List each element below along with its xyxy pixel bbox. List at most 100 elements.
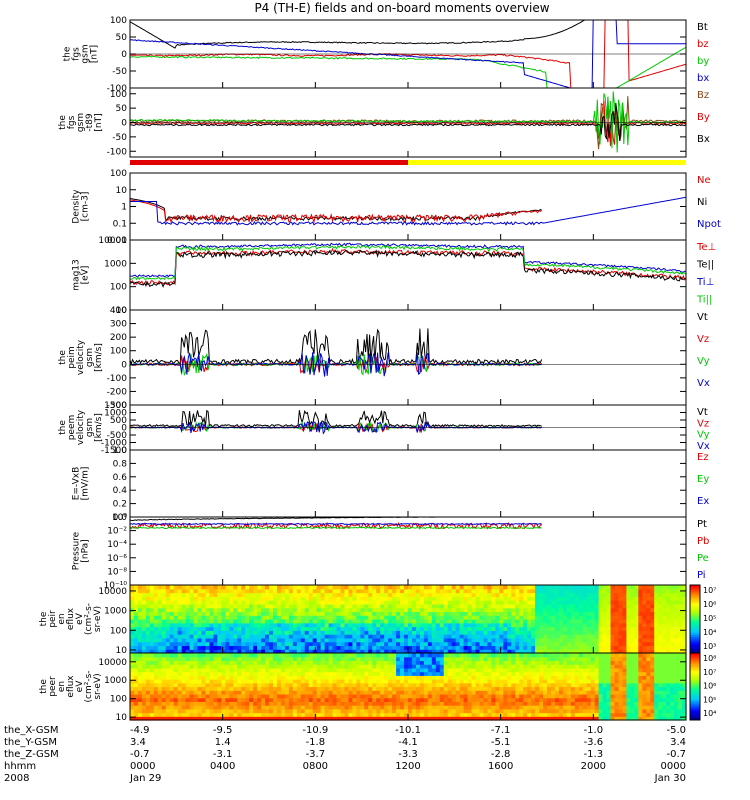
spectrogram-cell bbox=[149, 592, 155, 597]
spectrogram-cell bbox=[535, 697, 540, 702]
spectrogram-cell bbox=[495, 705, 500, 710]
spectrogram-cell bbox=[582, 667, 588, 673]
spectrogram-cell bbox=[662, 615, 667, 620]
spectrogram-cell bbox=[165, 619, 171, 624]
spectrogram-cell bbox=[404, 679, 409, 684]
spectrogram-cell bbox=[225, 600, 230, 605]
spectrogram-cell bbox=[157, 600, 163, 605]
spectrogram-cell bbox=[642, 603, 647, 609]
spectrogram-cell bbox=[550, 626, 556, 631]
spectrogram-cell bbox=[662, 585, 667, 590]
spectrogram-cell bbox=[682, 592, 687, 597]
spectrogram-cell bbox=[173, 712, 179, 717]
spectrogram-cell bbox=[189, 671, 195, 676]
spectrogram-cell bbox=[177, 600, 183, 605]
spectrogram-cell bbox=[507, 645, 512, 650]
spectrogram-cell bbox=[304, 641, 310, 647]
spectrogram-cell bbox=[296, 611, 302, 616]
spectrogram-cell bbox=[503, 716, 508, 721]
spectrogram-cell bbox=[253, 649, 258, 654]
spectrogram-cell bbox=[431, 690, 437, 695]
spectrogram-cell bbox=[566, 615, 572, 620]
spectrogram-cell bbox=[249, 637, 254, 643]
spectrogram-cell bbox=[241, 667, 246, 673]
spectrogram-cell bbox=[634, 622, 639, 628]
spectrogram-cell bbox=[161, 653, 167, 658]
spectrogram-cell bbox=[133, 630, 139, 635]
spectrogram-cell bbox=[213, 615, 218, 620]
spectrogram-cell bbox=[634, 611, 639, 616]
spectrogram-cell bbox=[300, 686, 306, 691]
spectrogram-cell bbox=[499, 588, 504, 594]
spectrogram-cell bbox=[408, 607, 413, 613]
spectrogram-cell bbox=[265, 690, 270, 695]
spectrogram-cell bbox=[137, 653, 143, 658]
spectrogram-cell bbox=[411, 600, 417, 605]
spectrogram-cell bbox=[368, 619, 373, 624]
spectrogram-cell bbox=[284, 690, 290, 695]
spectrogram-cell bbox=[201, 675, 207, 680]
spectrogram-cell bbox=[272, 712, 278, 717]
spectrogram-cell bbox=[495, 630, 500, 635]
spectrogram-cell bbox=[479, 588, 485, 594]
spectrogram-cell bbox=[165, 596, 171, 601]
spectrogram-cell bbox=[463, 607, 469, 613]
spectrogram-cell bbox=[328, 607, 334, 613]
spectrogram-cell bbox=[328, 641, 334, 647]
spectrogram-cell bbox=[507, 596, 512, 601]
spectrogram-cell bbox=[439, 664, 445, 669]
spectrogram-cell bbox=[249, 585, 254, 590]
spectrogram-cell bbox=[566, 641, 572, 647]
spectrogram-cell bbox=[539, 660, 544, 665]
spectrogram-cell bbox=[181, 682, 187, 688]
spectrogram-cell bbox=[328, 686, 334, 691]
spectrogram-cell bbox=[145, 690, 151, 695]
spectrogram-cell bbox=[455, 697, 461, 702]
spectrogram-cell bbox=[316, 667, 322, 673]
spectrogram-cell bbox=[415, 656, 421, 662]
spectrogram-cell bbox=[133, 619, 139, 624]
spectrogram-cell bbox=[157, 716, 163, 721]
spectrogram-cell bbox=[185, 708, 191, 714]
spectrogram-cell bbox=[181, 649, 187, 654]
spectrogram-cell bbox=[304, 634, 310, 639]
spectrogram-cell bbox=[157, 592, 163, 597]
spectrogram-cell bbox=[586, 667, 592, 673]
spectrogram-cell bbox=[237, 660, 242, 665]
spectrogram-cell bbox=[558, 600, 564, 605]
spectrogram-cell bbox=[586, 645, 592, 650]
spectrogram-cell bbox=[527, 603, 532, 609]
spectrogram-cell bbox=[376, 637, 381, 643]
spectrogram-cell bbox=[328, 600, 334, 605]
spectrogram-cell bbox=[483, 645, 489, 650]
spectrogram-cell bbox=[487, 603, 492, 609]
spectrogram-cell bbox=[157, 588, 163, 594]
spectrogram-cell bbox=[411, 611, 417, 616]
spectrogram-cell bbox=[225, 615, 230, 620]
spectrogram-cell bbox=[141, 585, 147, 590]
spectrogram-cell bbox=[237, 592, 242, 597]
spectrogram-cell bbox=[384, 622, 389, 628]
spectrogram-cell bbox=[499, 708, 504, 714]
spectrogram-cell bbox=[479, 611, 485, 616]
spectrogram-cell bbox=[590, 592, 596, 597]
spectrogram-cell bbox=[427, 615, 433, 620]
spectrogram-cell bbox=[308, 649, 314, 654]
spectrogram-cell bbox=[340, 626, 346, 631]
spectrogram-cell bbox=[586, 585, 592, 590]
spectrogram-cell bbox=[495, 619, 500, 624]
spectrogram-cell bbox=[340, 630, 346, 635]
spectrogram-cell bbox=[336, 705, 342, 710]
spectrogram-cell bbox=[344, 653, 350, 658]
spectrogram-cell bbox=[658, 607, 663, 613]
spectrogram-cell bbox=[253, 607, 258, 613]
spectrogram-cell bbox=[515, 603, 520, 609]
spectrogram-cell bbox=[320, 708, 326, 714]
spectrogram-cell bbox=[554, 705, 560, 710]
spectrogram-cell bbox=[411, 626, 417, 631]
spectrogram-cell bbox=[245, 630, 250, 635]
spectrogram-cell bbox=[276, 716, 282, 721]
spectrogram-cell bbox=[670, 637, 675, 643]
spectrogram-cell bbox=[674, 611, 679, 616]
